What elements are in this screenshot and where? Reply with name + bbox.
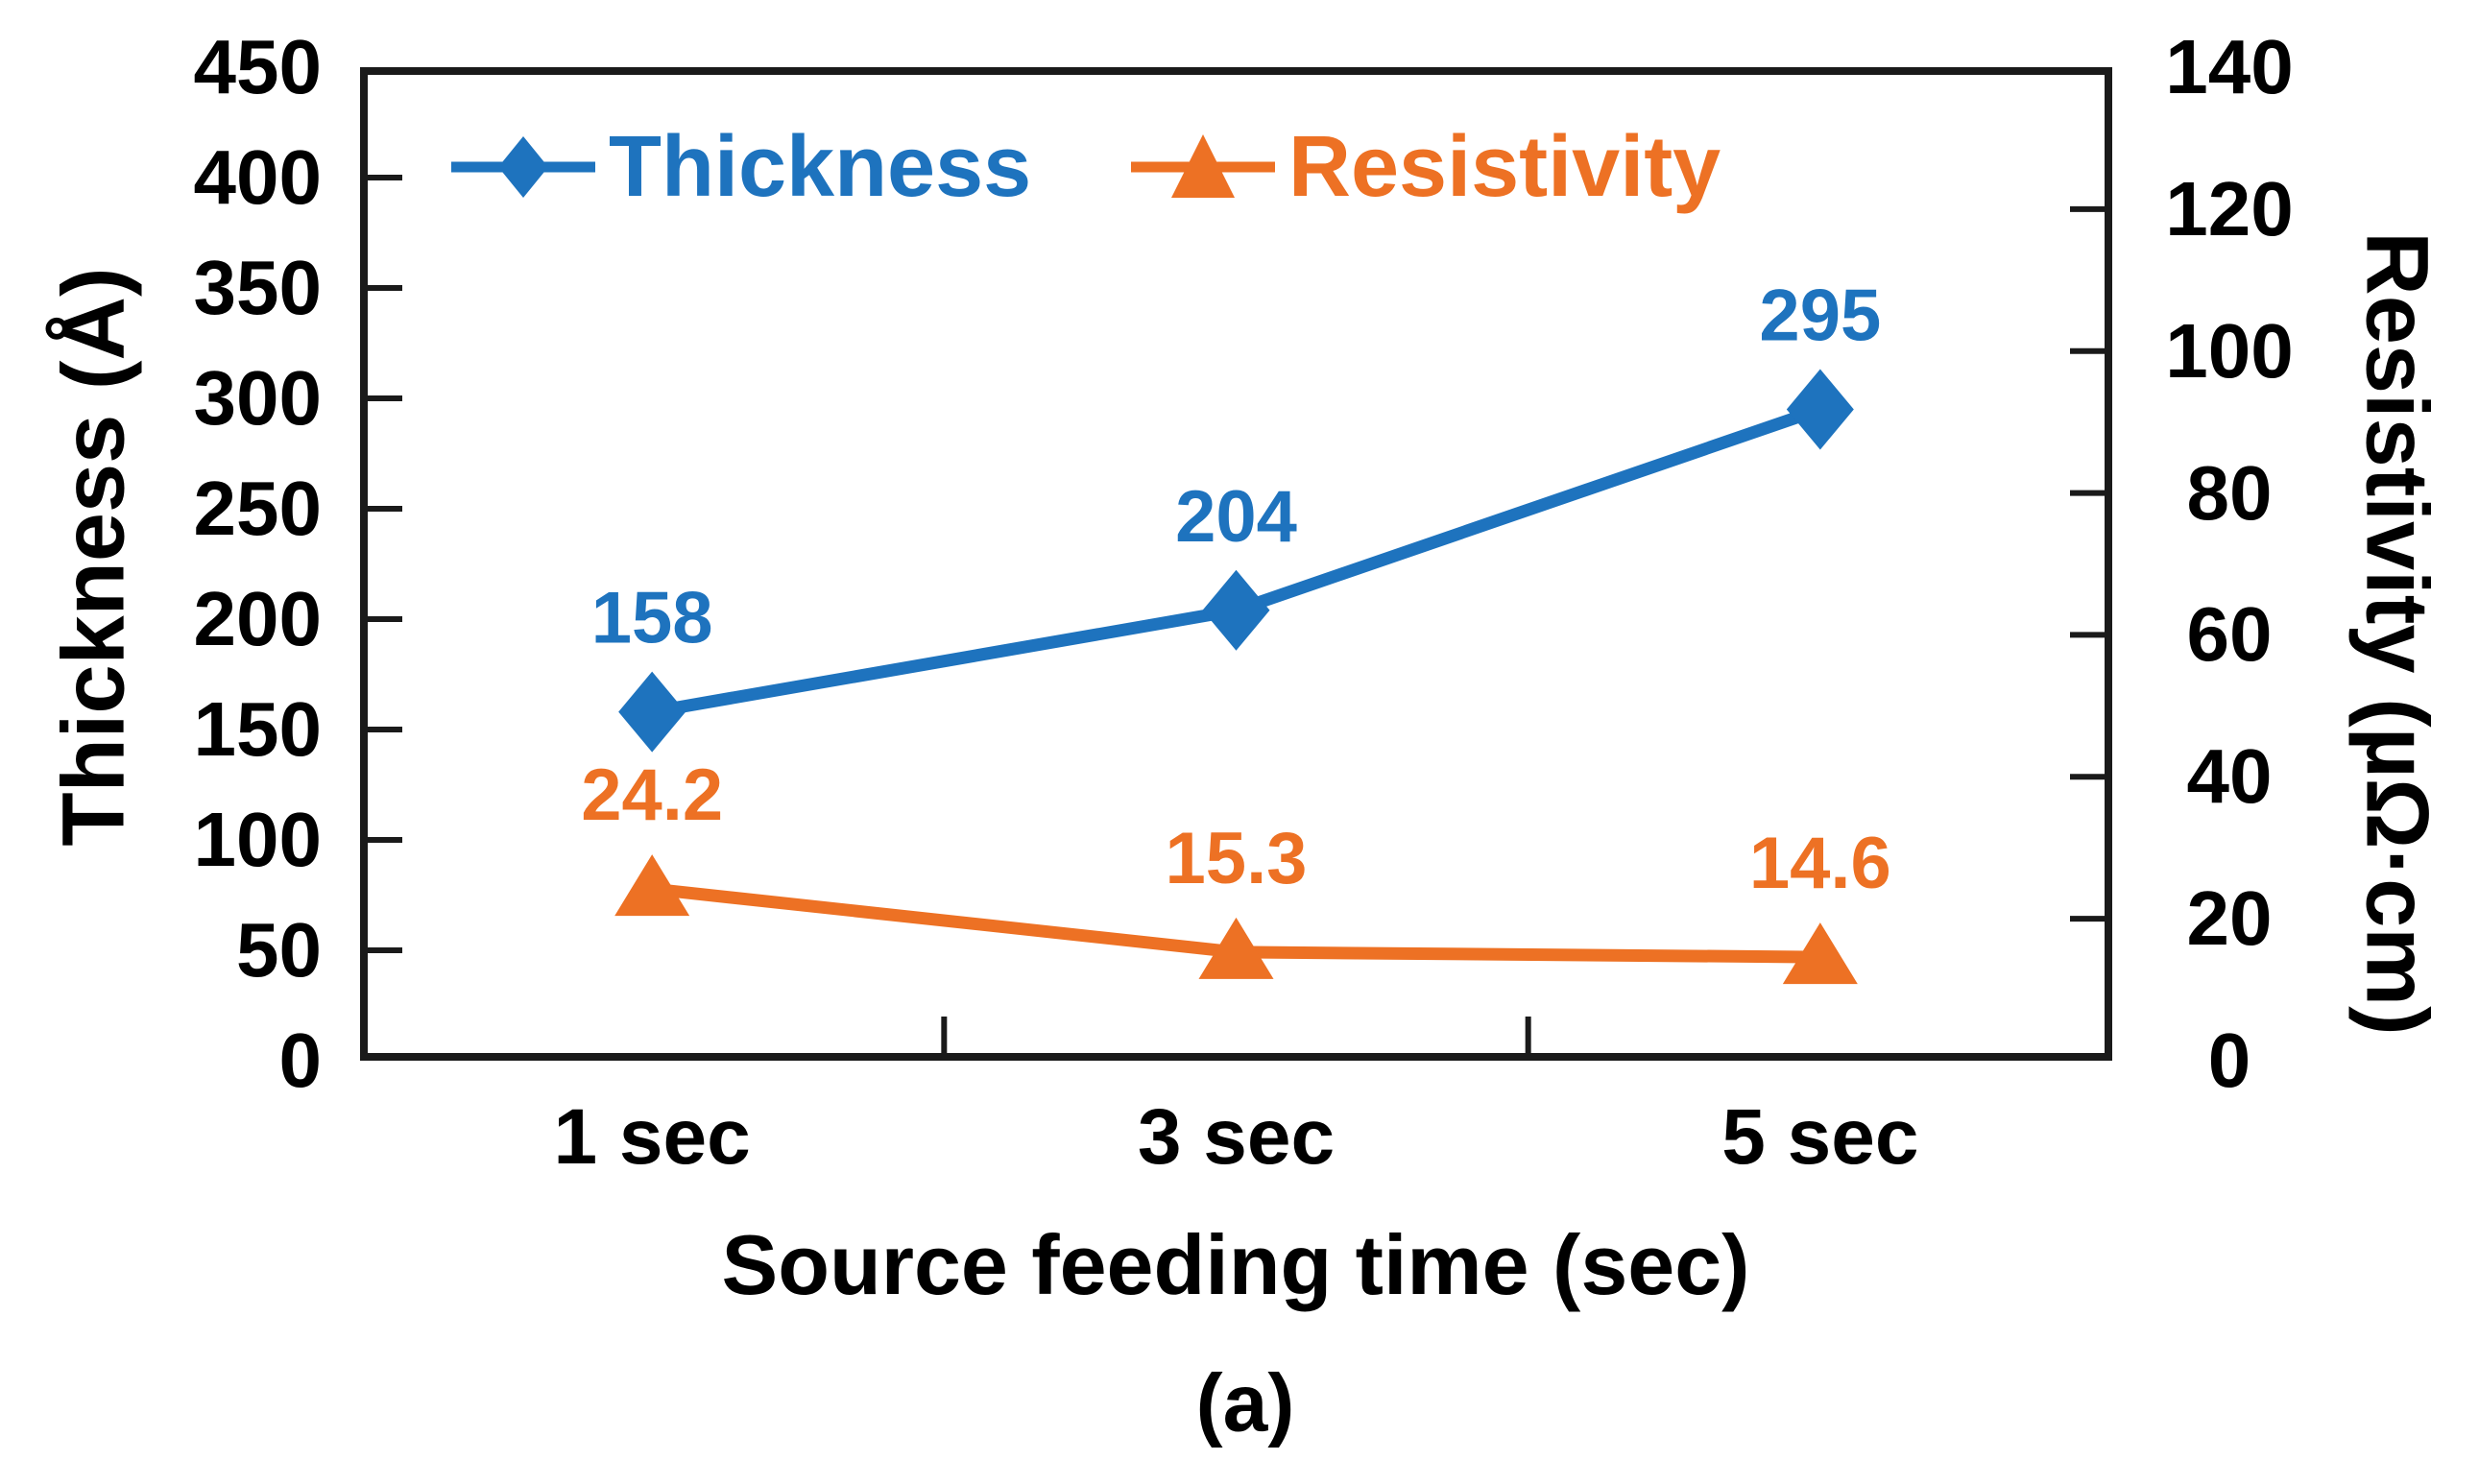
x-tick-label: 1 sec bbox=[553, 1093, 751, 1181]
thickness-data-label: 158 bbox=[591, 578, 713, 659]
legend-triangle bbox=[1171, 134, 1235, 198]
resistivity-data-label: 24.2 bbox=[581, 754, 723, 836]
left-tick-label: 0 bbox=[278, 1017, 323, 1103]
right-tick-label: 60 bbox=[2186, 591, 2273, 678]
plot-area: 158 204 295 24.2 15.3 14.6 bbox=[360, 67, 2112, 1061]
x-tick-label: 5 sec bbox=[1721, 1093, 1919, 1181]
right-tick-label: 0 bbox=[2207, 1017, 2251, 1103]
resistivity-marker bbox=[614, 854, 690, 917]
resistivity-marker bbox=[1198, 917, 1274, 979]
thickness-data-label: 204 bbox=[1175, 476, 1297, 558]
left-tick-label: 450 bbox=[193, 24, 322, 109]
right-tick-label: 80 bbox=[2186, 449, 2273, 536]
thickness-line bbox=[651, 403, 1822, 719]
subfigure-caption: (a) bbox=[1195, 1357, 1295, 1448]
thickness-diamond-marker-icon bbox=[451, 136, 595, 198]
legend-item-resistivity: Resistivity bbox=[1131, 119, 1721, 215]
right-tick-label: 20 bbox=[2186, 875, 2273, 962]
legend-label-resistivity: Resistivity bbox=[1288, 119, 1721, 215]
thickness-marker bbox=[618, 671, 686, 753]
x-axis-title: Source feeding time (sec) bbox=[721, 1217, 1750, 1312]
left-tick-label: 50 bbox=[236, 907, 322, 993]
right-tick-label: 40 bbox=[2186, 733, 2273, 820]
legend-item-thickness: Thickness bbox=[451, 119, 1031, 215]
left-tick-label: 150 bbox=[193, 686, 322, 772]
plot-frame bbox=[360, 67, 2112, 1061]
thickness-data-label: 295 bbox=[1759, 275, 1881, 357]
right-tick-label: 140 bbox=[2165, 24, 2294, 109]
resistivity-data-label: 14.6 bbox=[1749, 823, 1891, 904]
left-tick-label: 400 bbox=[193, 134, 322, 220]
thickness-marker bbox=[1202, 569, 1270, 651]
left-tick-label: 100 bbox=[193, 797, 322, 882]
right-tick-label: 120 bbox=[2165, 165, 2294, 251]
resistivity-data-label: 15.3 bbox=[1166, 818, 1308, 899]
left-tick-label: 350 bbox=[193, 245, 322, 330]
left-tick-label: 300 bbox=[193, 355, 322, 441]
right-tick-label: 100 bbox=[2165, 307, 2294, 394]
x-tick-label: 3 sec bbox=[1137, 1093, 1336, 1181]
left-tick-label: 250 bbox=[193, 466, 322, 551]
legend-diamond bbox=[498, 136, 548, 198]
left-tick-label: 200 bbox=[193, 576, 322, 661]
legend-label-thickness: Thickness bbox=[609, 119, 1032, 215]
y-right-axis-title: Resistivity (µΩ·cm) bbox=[2347, 231, 2446, 1036]
resistivity-triangle-marker-icon bbox=[1131, 134, 1275, 198]
resistivity-marker bbox=[1782, 922, 1858, 985]
thickness-marker bbox=[1786, 369, 1854, 450]
